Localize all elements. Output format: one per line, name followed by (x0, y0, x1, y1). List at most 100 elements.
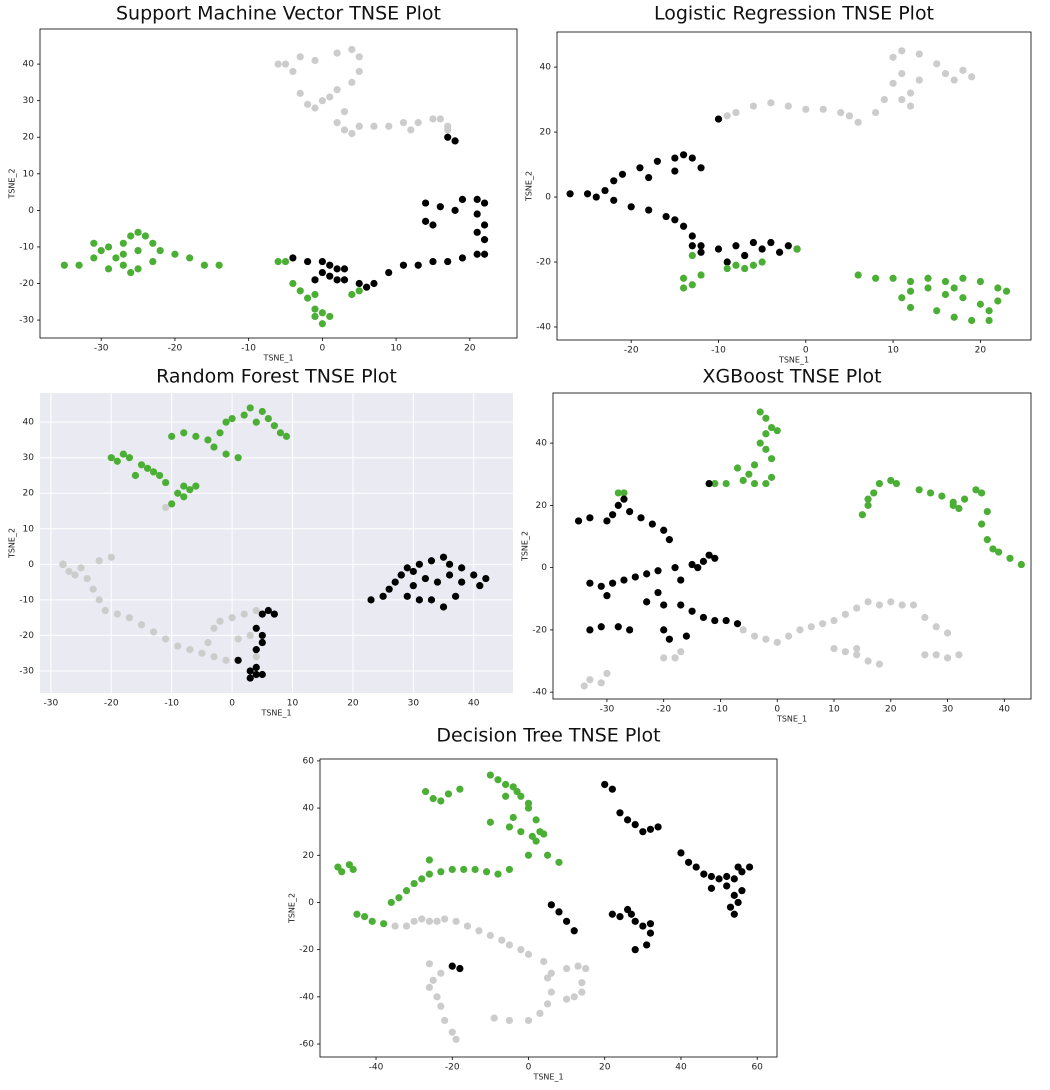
point (603, 592, 611, 600)
point (444, 257, 452, 266)
point (355, 67, 363, 76)
point (240, 411, 248, 419)
point (112, 254, 120, 262)
x-tick-label: -10 (164, 699, 179, 709)
point (425, 983, 433, 991)
point (750, 461, 759, 469)
point (563, 917, 571, 925)
point (597, 582, 605, 590)
point (296, 287, 304, 295)
point (707, 884, 716, 892)
point (830, 644, 838, 653)
point (134, 265, 142, 273)
point (127, 232, 135, 240)
x-tick-label: 0 (526, 1063, 532, 1073)
point (448, 962, 456, 970)
point (71, 571, 79, 579)
point (60, 261, 68, 269)
point (574, 517, 583, 525)
point (326, 312, 334, 321)
point (210, 443, 218, 451)
point (125, 454, 134, 462)
point (976, 277, 984, 286)
point (671, 216, 679, 224)
point (104, 265, 113, 273)
point (391, 578, 399, 586)
subplot-title: Decision Tree TNSE Plot (436, 725, 660, 747)
point (603, 669, 611, 678)
point (456, 785, 464, 793)
point (841, 610, 849, 618)
point (410, 917, 418, 925)
point (264, 606, 272, 615)
point (616, 809, 624, 817)
point (648, 520, 656, 528)
point (168, 500, 176, 508)
point (456, 964, 464, 973)
point (90, 254, 98, 262)
y-tick-label: 0 (541, 563, 547, 573)
point (429, 115, 437, 123)
point (739, 476, 747, 485)
point (192, 482, 200, 490)
x-tick-label: 30 (408, 699, 420, 709)
point (898, 294, 906, 302)
point (578, 979, 586, 987)
point (439, 603, 448, 611)
point (340, 276, 349, 284)
point (421, 199, 430, 207)
point (186, 646, 194, 654)
point (252, 606, 260, 615)
point (654, 588, 662, 597)
point (750, 632, 759, 640)
point (379, 592, 387, 600)
x-tick-label: 0 (229, 699, 235, 709)
point (688, 232, 696, 240)
point (429, 221, 437, 229)
point (258, 407, 266, 416)
point (626, 626, 634, 634)
point (978, 520, 986, 528)
point (994, 297, 1002, 305)
point (470, 571, 478, 579)
point (458, 564, 466, 572)
point (174, 642, 182, 650)
point (204, 436, 212, 444)
point (429, 257, 437, 266)
point (767, 423, 776, 432)
x-tick-label: 10 (287, 699, 299, 709)
point (941, 290, 950, 299)
point (692, 863, 700, 871)
point (872, 108, 880, 117)
point (137, 621, 146, 629)
point (637, 514, 645, 522)
point (580, 682, 588, 690)
point (932, 651, 940, 659)
point (677, 576, 685, 584)
point (639, 828, 647, 836)
point (796, 626, 804, 634)
point (978, 489, 986, 497)
point (131, 471, 140, 480)
point (985, 307, 993, 315)
point (654, 823, 662, 831)
point (898, 601, 906, 609)
point (653, 157, 661, 165)
point (276, 429, 285, 437)
subplot-title: Support Machine Vector TNSE Plot (116, 3, 441, 25)
point (104, 243, 113, 251)
point (684, 858, 693, 866)
point (119, 239, 127, 247)
point (853, 644, 861, 653)
point (252, 653, 260, 661)
x-tick-label: -30 (44, 699, 59, 709)
point (597, 623, 605, 631)
point (228, 414, 236, 423)
x-tick-label: 0 (774, 705, 780, 715)
plot-background (39, 28, 518, 339)
point (985, 316, 993, 325)
point (784, 632, 793, 640)
point (89, 585, 97, 593)
point (409, 582, 417, 590)
point (180, 493, 188, 501)
